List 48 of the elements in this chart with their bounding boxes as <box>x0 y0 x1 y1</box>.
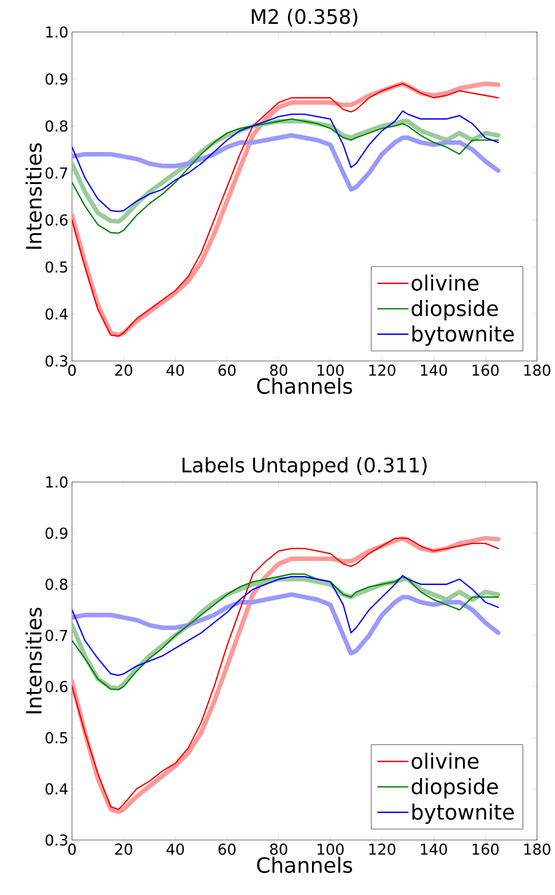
x-tick-label: 180 <box>524 844 550 855</box>
x-tick-label: 80 <box>270 844 288 855</box>
y-axis-title: Intensities <box>26 608 42 714</box>
y-tick-label: 0.9 <box>46 73 68 85</box>
legend-label: bytownite <box>412 325 514 346</box>
y-tick-label: 0.8 <box>46 120 68 132</box>
y-tick-label: 0.6 <box>46 214 68 226</box>
legend-label: diopside <box>412 300 498 320</box>
x-tick-label: 100 <box>318 364 344 376</box>
x-tick-label: 80 <box>270 364 288 376</box>
x-tick-label: 60 <box>218 844 236 855</box>
y-tick-label: 1.0 <box>46 476 68 488</box>
legend-label: olivine <box>412 752 478 769</box>
x-tick-label: 60 <box>218 364 236 376</box>
x-tick-label: 140 <box>421 364 447 376</box>
legend-label: olivine <box>412 274 478 291</box>
legend-label: diopside <box>412 778 498 798</box>
x-tick-label: 160 <box>472 364 499 376</box>
chart-title: M2 (0.358) <box>252 8 358 26</box>
y-tick-label: 0.7 <box>46 167 68 179</box>
x-tick-label: 40 <box>166 364 184 376</box>
y-tick-label: 0.5 <box>46 261 68 273</box>
x-tick-label: 180 <box>524 364 550 376</box>
x-tick-label: 140 <box>421 844 447 855</box>
y-tick-label: 0.5 <box>46 732 68 744</box>
legend-label: bytownite <box>412 804 514 824</box>
x-tick-label: 120 <box>369 844 396 855</box>
x-tick-label: 100 <box>318 844 344 855</box>
x-tick-label: 120 <box>369 364 396 376</box>
x-tick-label: 160 <box>472 844 499 855</box>
x-axis-title: Channels <box>257 856 352 873</box>
x-tick-label: 20 <box>115 844 132 855</box>
x-tick-label: 0 <box>68 364 76 376</box>
y-tick-label: 0.3 <box>46 834 68 846</box>
x-tick-label: 0 <box>68 844 76 855</box>
chart-title: Labels Untapped (0.311) <box>182 457 427 476</box>
x-tick-label: 20 <box>115 364 132 376</box>
y-tick-label: 0.6 <box>46 680 68 692</box>
y-tick-label: 0.9 <box>46 527 68 539</box>
x-axis-title: Channels <box>257 378 352 394</box>
y-tick-label: 1.0 <box>46 26 68 38</box>
y-tick-label: 0.7 <box>46 630 68 642</box>
y-axis-title: Intensities <box>26 143 42 249</box>
y-tick-label: 0.8 <box>46 578 68 590</box>
y-tick-label: 0.3 <box>46 355 68 367</box>
y-tick-label: 0.4 <box>46 308 68 320</box>
x-tick-label: 40 <box>166 844 184 855</box>
y-tick-label: 0.4 <box>46 783 68 795</box>
